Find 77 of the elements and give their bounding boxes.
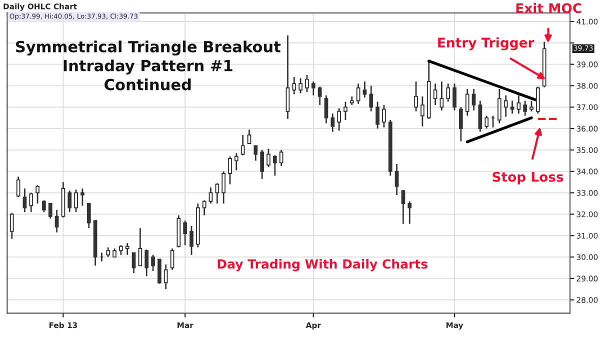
candlestick: [330, 112, 335, 132]
candlestick: [484, 115, 489, 130]
candlestick: [86, 202, 91, 229]
candlestick: [119, 244, 123, 256]
annotation: Symmetrical Triangle Breakout Intraday Pattern #1 Continued: [16, 40, 281, 90]
candlestick: [234, 152, 238, 172]
candlestick: [382, 104, 386, 128]
candlestick: [266, 148, 270, 168]
candlestick: [376, 101, 380, 130]
candlestick: [279, 149, 284, 167]
candlestick: [530, 100, 534, 112]
candlestick: [138, 227, 142, 266]
candlestick: [465, 88, 470, 116]
candlestick: [106, 246, 110, 258]
candlestick: [408, 200, 412, 225]
candlestick: [68, 190, 72, 213]
candlestick: [247, 128, 252, 144]
candlestick: [260, 149, 264, 180]
candlestick: [48, 202, 52, 220]
candlestick: [401, 190, 406, 225]
candlestick: [337, 108, 341, 132]
candlestick: [80, 188, 84, 206]
candlestick: [158, 258, 162, 284]
candlestick: [222, 170, 226, 204]
candlestick: [433, 82, 438, 106]
candlestick: [414, 80, 418, 112]
candlestick: [272, 154, 277, 176]
candlestick: [369, 85, 374, 112]
candlestick: [536, 86, 540, 114]
candlestick: [215, 182, 220, 204]
candlestick: [510, 100, 514, 114]
candlestick: [151, 254, 155, 272]
candlestick: [318, 86, 322, 106]
candlestick: [54, 209, 59, 234]
candlestick: [298, 78, 302, 94]
candlestick: [498, 88, 502, 124]
candlestick: [394, 163, 399, 196]
candlestick: [472, 88, 476, 112]
candlestick: [459, 106, 463, 142]
candlestick: [523, 100, 528, 116]
candlestick: [305, 74, 309, 93]
annotation: Day Trading With Daily Charts: [218, 259, 428, 272]
candlestick: [42, 200, 46, 213]
candlestick: [324, 94, 328, 124]
candlestick: [10, 212, 14, 240]
candlestick: [202, 200, 206, 216]
annotation: Exit MOC: [516, 2, 582, 14]
candlestick: [478, 100, 482, 132]
candlestick: [292, 76, 296, 95]
annotation: Stop Loss: [492, 172, 564, 184]
candlestick: [356, 82, 360, 105]
candlestick: [504, 94, 508, 118]
candlestick: [516, 94, 521, 114]
candlestick: [29, 192, 34, 213]
candlestick: [170, 248, 174, 271]
candlestick: [344, 101, 348, 121]
candlestick: [311, 80, 316, 96]
candlestick: [420, 96, 424, 128]
annotation: Entry Trigger: [438, 37, 534, 50]
candlestick: [440, 80, 444, 112]
candlestick: [190, 225, 194, 256]
candlestick: [240, 134, 245, 156]
candlestick: [208, 186, 213, 204]
candlestick: [228, 156, 232, 185]
candlestick: [452, 82, 456, 112]
candlestick: [286, 34, 290, 120]
candlestick: [164, 264, 168, 290]
candlestick: [254, 144, 258, 162]
candlestick: [362, 80, 367, 98]
candlestick: [16, 176, 20, 198]
candlestick: [144, 248, 149, 278]
candlestick: [125, 242, 130, 256]
candlestick: [74, 188, 78, 213]
candlestick: [446, 82, 450, 102]
candlestick: [183, 220, 188, 246]
candlestick: [36, 184, 40, 204]
candlestick: [22, 188, 27, 213]
